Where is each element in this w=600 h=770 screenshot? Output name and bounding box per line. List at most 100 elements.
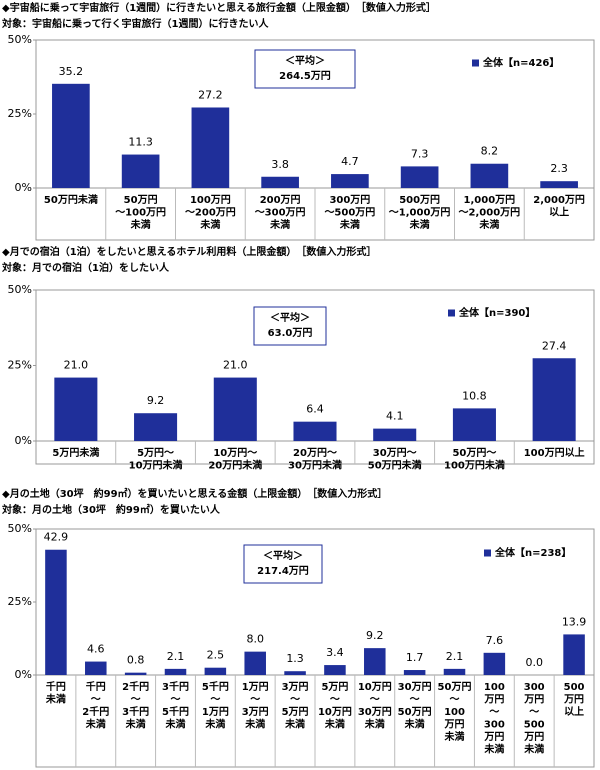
x-tick-label: 千円～ 2千円未満 [82,680,109,731]
bar [261,176,299,188]
bar [52,83,90,188]
bar [134,413,178,441]
value-label: 2.3 [550,162,568,175]
bar [563,634,585,675]
value-label: 10.8 [462,389,487,402]
legend-swatch [472,59,479,67]
value-label: 0.8 [127,654,145,667]
chart-title: ◆宇宙船に乗って宇宙旅行（1週間）に行きたいと思える旅行金額（上限金額） ［数値… [2,1,436,14]
value-label: 8.2 [481,145,499,158]
y-tick-label: 25% [8,595,32,608]
average-text: ＜平均＞ [270,311,310,324]
x-tick-label: 1,000万円～2,000万円未満 [459,194,521,231]
value-label: 27.4 [542,339,567,352]
x-tick-label: 30万円～ 50万円未満 [398,681,432,731]
x-tick-label: 3万円～ 5万円未満 [282,681,309,731]
legend-swatch [484,549,491,557]
average-text: 264.5万円 [279,70,331,82]
value-label: 7.6 [486,634,504,647]
y-tick-label: 0% [15,434,32,447]
value-label: 21.0 [64,359,89,372]
bar [85,661,107,675]
bar [400,166,439,188]
average-text: ＜平均＞ [263,549,303,562]
x-tick-label: 500万円～1,000万円未満 [389,194,451,231]
chart-title: ◆月の土地（30坪 約99㎡）を買いたいと思える金額（上限金額） ［数値入力形式… [2,487,387,500]
bar [373,428,417,441]
y-tick-label: 25% [8,107,32,120]
x-tick-label: 100万円以上 [524,446,585,459]
legend-label: 全体【n=238】 [494,546,571,559]
average-box [243,544,323,584]
bar [293,421,337,441]
bar [54,377,98,441]
x-tick-label: 50万円～100万円未満 [115,194,166,231]
average-box [253,306,327,346]
x-tick-label: 50万円～100万円未満 [444,447,505,472]
x-tick-label: 5万円～ 10万円未満 [129,447,183,472]
x-tick-label: 200万円～300万円未満 [255,194,306,231]
bar [164,668,187,675]
chart-subtitle: 対象：宇宙船に乗って行く宇宙旅行（1週間）に行きたい人 [1,17,269,30]
bar [483,652,506,675]
x-tick-label: 10万円～ 30万円未満 [358,681,392,731]
value-label: 7.3 [411,147,429,160]
value-label: 8.0 [246,633,264,646]
x-tick-label: 2千円～ 3千円未満 [122,680,149,731]
bar [532,358,576,441]
bar [121,154,160,188]
x-tick-label: 500 万円以上 [563,682,584,718]
legend-swatch [448,309,455,317]
y-tick-label: 25% [8,359,32,372]
bar [540,181,578,188]
value-label: 4.7 [341,155,359,168]
value-label: 6.4 [306,403,324,416]
x-tick-label: 50万円未満 [44,193,98,206]
value-label: 4.1 [386,410,404,423]
value-label: 0.0 [525,656,543,669]
value-label: 2.5 [207,649,225,662]
value-label: 9.2 [147,394,165,407]
bar [191,107,230,188]
bar [443,668,466,675]
y-tick-label: 50% [8,283,32,296]
bar [364,648,386,675]
y-tick-label: 50% [8,522,32,535]
bar [204,667,227,675]
x-tick-label: 5万円～ 10万円未満 [318,681,352,731]
y-tick-label: 0% [15,668,32,681]
x-tick-label: 20万円～ 30万円未満 [288,447,342,472]
x-tick-label: 5千円～ 1万円未満 [202,680,229,731]
bar [452,408,496,441]
average-text: 63.0万円 [268,327,313,339]
bar [213,377,257,441]
x-tick-label: 30万円～ 50万円未満 [368,447,422,472]
x-tick-label: 300万円～500万円未満 [324,194,375,231]
average-text: ＜平均＞ [285,54,325,67]
value-label: 21.0 [223,359,248,372]
value-label: 42.9 [44,531,69,544]
bar [331,174,369,188]
bar [124,672,147,675]
value-label: 35.2 [59,65,84,78]
bar [284,671,306,675]
x-tick-label: 千円未満 [45,680,66,706]
bar [470,163,509,188]
x-tick-label: 100 万円～ 300 万円未満 [483,682,504,756]
plot-frame [35,289,595,465]
value-label: 4.6 [87,643,105,656]
bar [324,665,346,675]
value-label: 1.7 [406,651,424,664]
value-label: 1.3 [286,652,304,665]
x-tick-label: 5万円未満 [52,446,99,459]
chart-subtitle: 対象：月での宿泊（1泊）をしたい人 [1,261,170,274]
chart-title: ◆月での宿泊（1泊）をしたいと思えるホテル利用料（上限金額） ［数値入力形式］ [2,245,376,258]
average-text: 217.4万円 [257,565,309,577]
x-tick-label: 100万円～200万円未満 [185,194,236,231]
value-label: 9.2 [366,629,384,642]
chart-subtitle: 対象：月の土地（30坪 約99㎡）を買いたい人 [1,503,221,516]
x-tick-label: 10万円～ 20万円未満 [208,447,262,472]
